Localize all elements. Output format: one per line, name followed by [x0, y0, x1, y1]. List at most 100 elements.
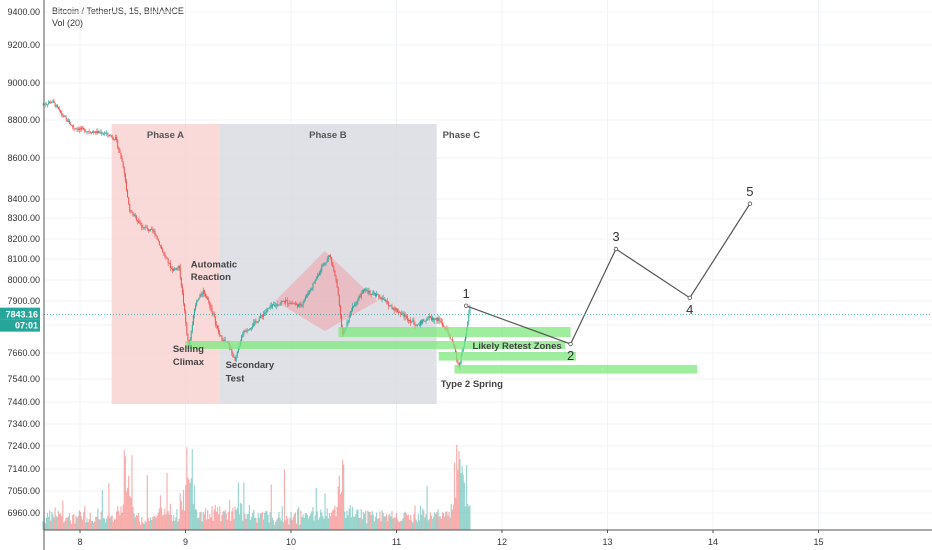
- candle-body: [246, 330, 248, 332]
- candle-body: [49, 101, 51, 104]
- volume-bar: [310, 513, 312, 530]
- volume-bar: [222, 511, 224, 530]
- volume-bar: [44, 523, 46, 530]
- candle-body: [66, 118, 68, 122]
- volume-bar: [395, 512, 397, 530]
- candle-body: [412, 320, 414, 322]
- candle-body: [42, 104, 44, 106]
- volume-bar: [351, 507, 354, 530]
- candle-body: [402, 313, 404, 315]
- candle-body: [132, 212, 134, 216]
- candle-body: [100, 132, 102, 134]
- volume-bar: [255, 518, 257, 530]
- volume-bar: [419, 505, 422, 530]
- candle-body: [157, 239, 159, 242]
- candle-body: [391, 305, 393, 310]
- candle-body: [104, 133, 106, 135]
- candle-body: [168, 262, 170, 264]
- symbol-title[interactable]: Bitcoin / TetherUS, 15, BINANCE: [52, 6, 184, 16]
- projection-point: [687, 295, 692, 301]
- volume-bar: [120, 506, 122, 530]
- volume-bar: [381, 510, 383, 530]
- candle-body: [440, 321, 442, 323]
- candle-body: [401, 313, 403, 315]
- candle-body: [184, 303, 186, 311]
- volume-bar: [293, 513, 295, 530]
- volume-bar: [63, 522, 65, 530]
- candle-body: [347, 321, 349, 323]
- volume-bar: [458, 451, 460, 530]
- candle-body: [140, 223, 142, 224]
- candle-body: [114, 137, 116, 140]
- volume-bar: [402, 518, 404, 530]
- candle-body: [185, 310, 187, 323]
- volume-bar: [132, 506, 134, 530]
- volume-bar: [137, 513, 140, 530]
- candle-body: [351, 306, 353, 311]
- candle-body: [110, 135, 112, 137]
- candle-body: [350, 310, 352, 312]
- volume-bar: [77, 516, 79, 530]
- volume-bar: [134, 517, 136, 530]
- volume-bar: [136, 515, 139, 530]
- volume-bar: [281, 506, 283, 530]
- candle-body: [167, 258, 169, 264]
- volume-bar: [67, 516, 69, 530]
- volume-bar: [431, 518, 434, 530]
- candle-body: [415, 325, 417, 327]
- volume-bar: [436, 512, 438, 530]
- candle-body: [200, 294, 202, 296]
- candle-body: [68, 120, 70, 124]
- candle-body: [366, 290, 368, 291]
- volume-bar: [211, 506, 213, 530]
- volume-bar: [304, 513, 306, 530]
- y-tick-label: 6960.00: [7, 508, 40, 518]
- candle-body: [94, 132, 96, 133]
- volume-bar: [318, 517, 321, 530]
- candle-body: [99, 132, 101, 133]
- volume-bar: [456, 444, 458, 530]
- volume-bar: [275, 521, 277, 530]
- candle-body: [420, 320, 422, 326]
- phase-label: Phase C: [443, 130, 481, 141]
- candle-body: [275, 305, 277, 306]
- candle-body: [335, 276, 337, 280]
- volume-bar: [128, 475, 130, 530]
- candle-body: [247, 330, 249, 331]
- candle-body: [324, 263, 326, 264]
- candle-body: [302, 301, 304, 305]
- candle-body: [173, 268, 175, 271]
- volume-bar: [302, 514, 304, 530]
- volume-bar: [358, 517, 360, 530]
- candle-body: [355, 304, 357, 306]
- volume-bar: [179, 493, 181, 530]
- volume-bar: [350, 517, 352, 530]
- volume-bar: [192, 503, 194, 530]
- volume-bar: [201, 521, 203, 530]
- annotation-text: Climax: [173, 357, 205, 368]
- retest-zone: [454, 364, 698, 374]
- candle-body: [435, 317, 437, 319]
- candle-body: [178, 265, 180, 269]
- volume-bar: [112, 521, 114, 530]
- volume-bar: [220, 521, 222, 530]
- candle-body: [403, 313, 405, 318]
- candle-body: [421, 320, 423, 324]
- volume-indicator-label[interactable]: Vol (20): [52, 18, 84, 28]
- candle-body: [106, 132, 108, 134]
- candle-body: [449, 336, 451, 340]
- volume-bar: [411, 520, 413, 530]
- candle-body: [423, 319, 425, 322]
- candle-body: [62, 114, 64, 117]
- candle-body: [80, 127, 82, 130]
- volume-bar: [205, 519, 208, 530]
- volume-bar: [303, 517, 305, 530]
- volume-bar: [42, 521, 44, 530]
- candle-body: [257, 321, 259, 323]
- volume-bar: [290, 512, 292, 530]
- candle-body: [142, 227, 144, 228]
- volume-bar: [129, 495, 131, 530]
- volume-bar: [379, 511, 381, 530]
- candle-body: [332, 262, 334, 267]
